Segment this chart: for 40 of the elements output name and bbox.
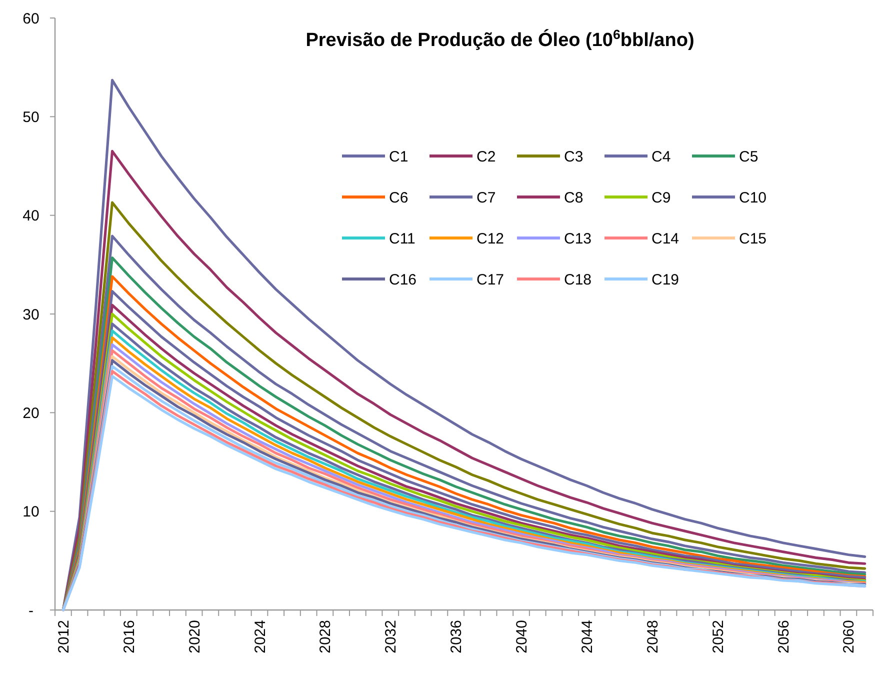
- legend-label: C16: [389, 271, 417, 288]
- legend-label: C4: [652, 148, 671, 166]
- x-tick-label: 2020: [186, 620, 204, 654]
- y-tick-label: 30: [22, 306, 40, 324]
- x-tick-label: 2024: [252, 620, 269, 654]
- legend-label: C8: [564, 189, 584, 206]
- legend-label: C13: [564, 230, 592, 248]
- legend-label: C5: [739, 148, 758, 166]
- x-tick-label: 2028: [317, 620, 334, 654]
- legend-label: C12: [476, 230, 504, 248]
- x-tick-label: 2036: [448, 620, 466, 654]
- legend-label: C3: [564, 148, 584, 166]
- legend-label: C1: [389, 148, 408, 166]
- legend-label: C6: [389, 189, 408, 206]
- x-tick-label: 2048: [644, 620, 662, 654]
- legend-label: C2: [476, 148, 496, 166]
- y-tick-label: 40: [22, 208, 40, 225]
- legend-label: C17: [476, 271, 504, 288]
- legend-label: C10: [739, 189, 767, 206]
- y-tick-label: -: [28, 602, 34, 620]
- x-tick-label: 2016: [120, 620, 138, 654]
- x-tick-label: 2052: [710, 620, 727, 654]
- y-tick-label: 10: [22, 504, 40, 521]
- legend-label: C14: [652, 230, 680, 248]
- legend-label: C9: [652, 189, 671, 206]
- text: Previsão de Produção de Óleo (10$^{6}$bbl/ano): [306, 26, 694, 51]
- legend-label: C11: [389, 230, 416, 248]
- x-tick-label: 2040: [514, 620, 531, 654]
- x-tick-label: 2032: [382, 620, 400, 654]
- x-tick-label: 2060: [840, 620, 858, 654]
- x-tick-label: 2044: [578, 620, 596, 654]
- x-tick-label: 2056: [775, 620, 792, 654]
- legend-label: C7: [476, 189, 496, 206]
- legend-label: C15: [739, 230, 767, 248]
- x-tick-label: 2012: [55, 620, 72, 654]
- y-tick-label: 20: [22, 404, 40, 422]
- y-tick-label: 60: [22, 10, 40, 28]
- legend-label: C18: [564, 271, 592, 288]
- legend-label: C19: [652, 271, 680, 288]
- y-tick-label: 50: [22, 108, 40, 126]
